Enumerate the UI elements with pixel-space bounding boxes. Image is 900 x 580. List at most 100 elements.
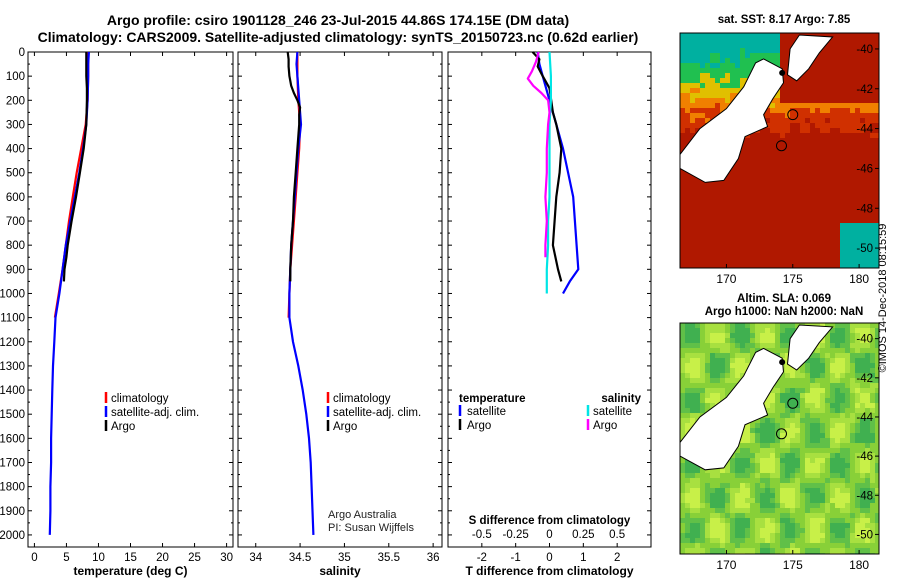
map-cell [795,323,801,329]
map-cell [735,483,741,489]
map-cell [830,358,836,364]
map-cell [815,118,821,124]
map-cell [830,533,836,539]
map-cell [770,243,776,249]
map-cell [800,113,806,119]
map-cell [810,98,816,104]
map-cell [720,383,726,389]
y-tick-label: 1900 [0,506,25,518]
map-cell [825,423,831,429]
map-cell [700,113,706,119]
map-cell [845,388,851,394]
map-cell [690,243,696,249]
map-cell [765,433,771,439]
map-cell [825,133,831,139]
map-cell [760,153,766,159]
map-cell [850,358,856,364]
x-top-tick-label: 0.25 [572,529,594,541]
map-cell [680,478,686,484]
map-cell [835,468,841,474]
map-cell [875,118,879,124]
map-cell [800,468,806,474]
map-cell [720,328,726,334]
map-cell [810,193,816,199]
map-cell [780,248,786,254]
map-cell [680,188,686,194]
map-cell [845,73,851,79]
map-cell [830,43,836,49]
map-cell [760,258,766,264]
map-cell [795,218,801,224]
map-cell [735,78,741,84]
map-cell [800,83,806,89]
map-cell [705,198,711,204]
map-cell [825,398,831,404]
map-cell [695,513,701,519]
map-cell [825,428,831,434]
map-cell [800,183,806,189]
map-cell [835,163,841,169]
map-cell [755,193,761,199]
map-cell [860,203,866,209]
x-axis-label: salinity [319,564,361,578]
map-cell [790,173,796,179]
map-cell [790,453,796,459]
map-cell [790,128,796,134]
map-cell [730,453,736,459]
map-cell [820,168,826,174]
map-cell [700,108,706,114]
map-cell [875,43,879,49]
map-cell [775,153,781,159]
map-cell [830,463,836,469]
map-cell [830,258,836,264]
map-cell [800,423,806,429]
map-cell [835,98,841,104]
map-cell [800,213,806,219]
map-cell [790,393,796,399]
map-cell [815,83,821,89]
map-cell [740,333,746,339]
map-cell [725,188,731,194]
map-cell [860,58,866,64]
map-cell [865,113,871,119]
map-cell [735,453,741,459]
map-cell [695,488,701,494]
map-cell [705,338,711,344]
map-cell [845,58,851,64]
map-cell [770,348,776,354]
map-cell [785,38,791,44]
map-cell [765,193,771,199]
map-cell [870,133,876,139]
map-cell [835,353,841,359]
map-cell [760,438,766,444]
map-cell [810,483,816,489]
map-cell [845,83,851,89]
map-cell [735,323,741,329]
map-cell [810,213,816,219]
map-cell [810,78,816,84]
map-cell [760,38,766,44]
map-cell [755,338,761,344]
map-cell [830,388,836,394]
map-cell [755,488,761,494]
map-cell [740,198,746,204]
map-cell [795,228,801,234]
map-cell [690,63,696,69]
map-cell [865,118,871,124]
map-cell [795,473,801,479]
map-cell [785,418,791,424]
map-cell [695,38,701,44]
map-cell [685,138,691,144]
map-cell [850,528,856,534]
legend-label: climatology [333,393,391,405]
map-cell [750,38,756,44]
map-cell [760,418,766,424]
map-cell [785,428,791,434]
map-cell [805,493,811,499]
map-cell [840,393,846,399]
map-cell [680,193,686,199]
map-cell [770,108,776,114]
map-cell [830,128,836,134]
map-cell [780,43,786,49]
map-cell [865,483,871,489]
